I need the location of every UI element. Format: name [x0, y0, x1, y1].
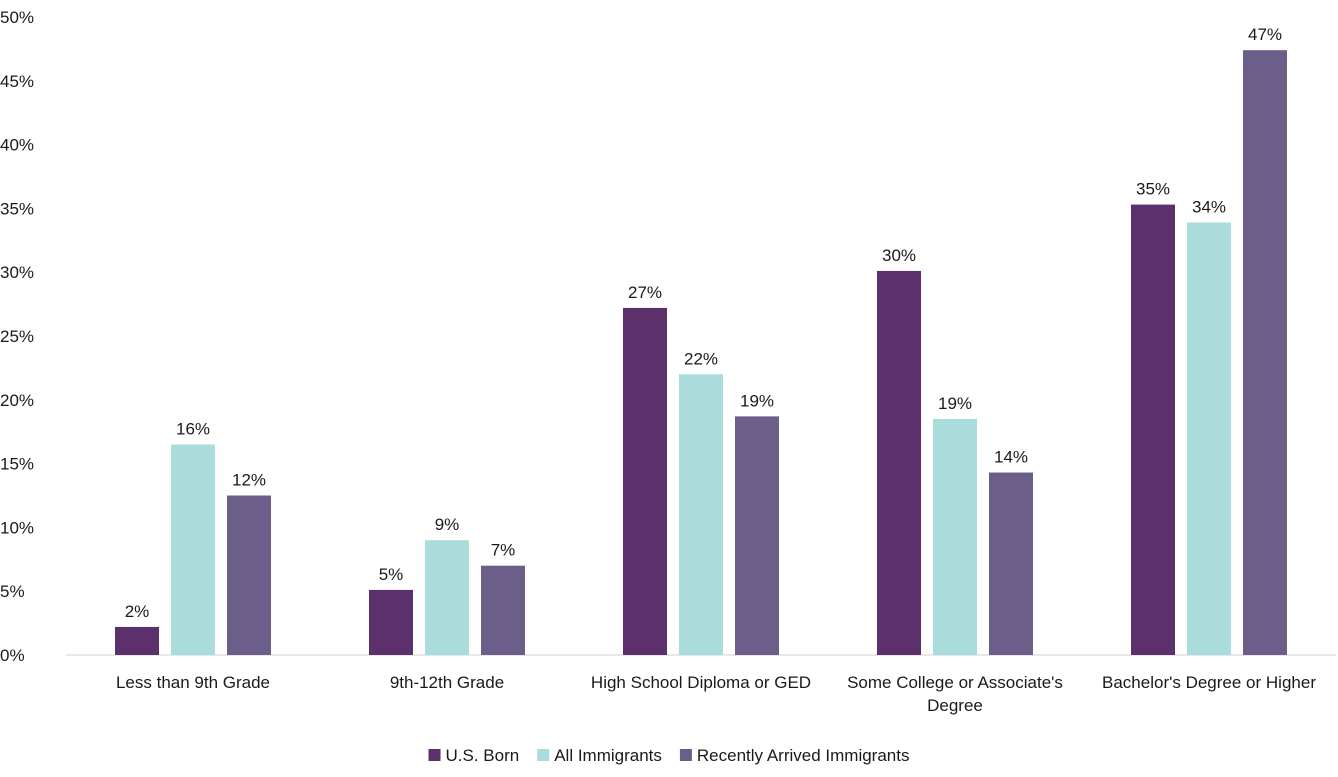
y-tick-label: 15%	[0, 455, 34, 474]
data-label: 12%	[232, 471, 266, 490]
y-tick-label: 40%	[0, 136, 34, 155]
x-category-label: 9th-12th Grade	[390, 673, 504, 692]
x-category-label-line: 9th-12th Grade	[390, 673, 504, 692]
bar	[1243, 50, 1287, 655]
bar	[989, 472, 1033, 655]
data-label: 16%	[176, 419, 210, 438]
x-category-label-line: High School Diploma or GED	[591, 673, 811, 692]
y-tick-label: 50%	[0, 8, 34, 27]
bar	[171, 444, 215, 655]
bar	[623, 307, 667, 655]
data-label: 9%	[435, 515, 460, 534]
bar	[425, 540, 469, 655]
legend-label: U.S. Born	[446, 746, 520, 765]
x-category-label-line: Less than 9th Grade	[116, 673, 270, 692]
bar	[679, 374, 723, 655]
data-label: 14%	[994, 448, 1028, 467]
x-category-label: Less than 9th Grade	[116, 673, 270, 692]
data-label: 47%	[1248, 25, 1282, 44]
legend: U.S. Born All Immigrants Recently Arrived …	[428, 746, 910, 765]
y-tick-label: 30%	[0, 263, 34, 282]
x-category-label: Some College or Associate's Degree	[847, 673, 1063, 715]
y-tick-label: 10%	[0, 518, 34, 537]
x-category-label-line: Some College or Associate's	[847, 673, 1063, 692]
data-label: 30%	[882, 246, 916, 265]
data-label: 19%	[740, 391, 774, 410]
bar	[481, 565, 525, 655]
x-category-label: High School Diploma or GED	[591, 673, 811, 692]
bar	[933, 418, 977, 655]
bar	[115, 626, 159, 655]
legend-label: All Immigrants	[554, 746, 662, 765]
x-category-label: Bachelor's Degree or Higher	[1102, 673, 1316, 692]
data-label: 27%	[628, 283, 662, 302]
bar	[877, 270, 921, 655]
y-tick-label: 0%	[0, 646, 25, 665]
data-label: 19%	[938, 394, 972, 413]
y-tick-label: 20%	[0, 391, 34, 410]
y-tick-label: 25%	[0, 327, 34, 346]
bar	[369, 589, 413, 655]
y-tick-label: 45%	[0, 72, 34, 91]
data-label: 2%	[125, 602, 150, 621]
data-label: 7%	[491, 541, 516, 560]
legend-swatch	[428, 749, 441, 761]
data-label: 34%	[1192, 197, 1226, 216]
data-label: 35%	[1136, 180, 1170, 199]
bar	[1187, 222, 1231, 655]
data-label: 5%	[379, 565, 404, 584]
legend-swatch	[679, 749, 692, 761]
bar	[1131, 204, 1175, 655]
legend-swatch	[537, 749, 550, 761]
x-category-label-line: Degree	[927, 696, 983, 715]
legend-label: Recently Arrived Immigrants	[697, 746, 910, 765]
bar	[735, 416, 779, 655]
y-tick-label: 35%	[0, 199, 34, 218]
y-tick-label: 5%	[0, 582, 25, 601]
bar	[227, 495, 271, 655]
data-label: 22%	[684, 349, 718, 368]
x-category-label-line: Bachelor's Degree or Higher	[1102, 673, 1316, 692]
